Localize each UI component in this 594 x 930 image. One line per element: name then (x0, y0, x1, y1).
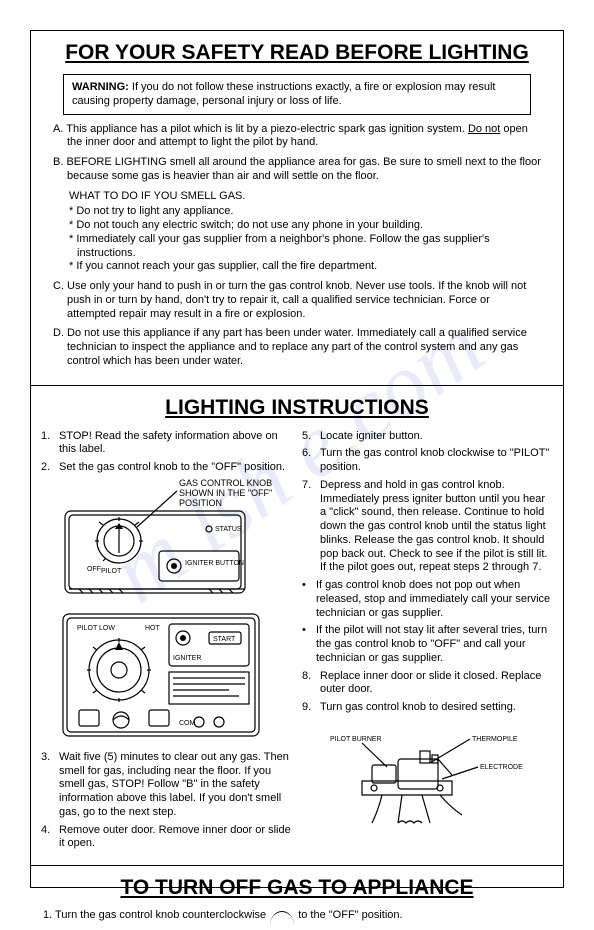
svg-text:COM: COM (179, 720, 196, 727)
off-post: to the "OFF" position. (298, 909, 402, 921)
safety-section: FOR YOUR SAFETY READ BEFORE LIGHTING WAR… (31, 31, 563, 386)
page-border: FOR YOUR SAFETY READ BEFORE LIGHTING WAR… (30, 30, 564, 888)
svg-text:THERMOPILE: THERMOPILE (472, 736, 518, 743)
warning-text: If you do not follow these instructions … (72, 81, 495, 107)
smell-header: WHAT TO DO IF YOU SMELL GAS. (69, 190, 541, 204)
smell-item-3: * Immediately call your gas supplier fro… (69, 233, 541, 261)
warning-box: WARNING: If you do not follow these inst… (63, 74, 531, 115)
step-2: 2.Set the gas control knob to the "OFF" … (41, 461, 292, 475)
item-a-pre: A. This appliance has a pilot which is l… (53, 123, 468, 135)
smell-item-4: * If you cannot reach your gas supplier,… (69, 260, 541, 274)
step-9: 9.Turn gas control knob to desired setti… (302, 701, 553, 715)
bullet-2: •If the pilot will not stay lit after se… (302, 624, 553, 665)
smell-item-1: * Do not try to light any appliance. (69, 205, 541, 219)
off-section: TO TURN OFF GAS TO APPLIANCE 1. Turn the… (31, 866, 563, 930)
item-a: A. This appliance has a pilot which is l… (53, 123, 541, 151)
step-1: 1.STOP! Read the safety information abov… (41, 430, 292, 458)
svg-text:START: START (213, 636, 236, 643)
svg-text:ELECTRODE: ELECTRODE (480, 764, 523, 771)
svg-text:STATUS: STATUS (215, 526, 242, 533)
diagram-pilot-burner: PILOT BURNER THERMOPILE ELECTRODE (302, 729, 552, 829)
svg-text:HOT: HOT (145, 625, 161, 632)
lighting-heading: LIGHTING INSTRUCTIONS (41, 390, 553, 424)
svg-text:PILOT: PILOT (101, 568, 122, 575)
lighting-section: LIGHTING INSTRUCTIONS 1.STOP! Read the s… (31, 386, 563, 867)
smell-item-2: * Do not touch any electric switch; do n… (69, 219, 541, 233)
svg-text:IGNITER BUTTON: IGNITER BUTTON (185, 560, 244, 567)
knob-callout: GAS CONTROL KNOB SHOWN IN THE "OFF" POSI… (179, 479, 309, 509)
item-d: D. Do not use this appliance if any part… (53, 327, 541, 368)
item-a-underline: Do not (468, 123, 500, 135)
diagram-control-panel: PILOT LOW HOT START IGNITER (59, 610, 289, 740)
item-c: C. Use only your hand to push in or turn… (53, 280, 541, 321)
step-6: 6.Turn the gas control knob clockwise to… (302, 447, 553, 475)
bullet-1: •If gas control knob does not pop out wh… (302, 579, 553, 620)
left-column: 1.STOP! Read the safety information abov… (41, 430, 292, 856)
off-instruction: 1. Turn the gas control knob countercloc… (43, 908, 551, 922)
step-4: 4.Remove outer door. Remove inner door o… (41, 824, 292, 852)
off-heading: TO TURN OFF GAS TO APPLIANCE (43, 870, 551, 904)
off-pre: 1. Turn the gas control knob countercloc… (43, 909, 266, 921)
smell-list: WHAT TO DO IF YOU SMELL GAS. * Do not tr… (69, 190, 541, 275)
ccw-arc-icon (270, 911, 294, 925)
right-column: 5.Locate igniter button. 6.Turn the gas … (302, 430, 553, 856)
svg-text:OFF: OFF (87, 566, 101, 573)
step-7: 7.Depress and hold in gas control knob. … (302, 479, 553, 575)
item-b: B. BEFORE LIGHTING smell all around the … (53, 156, 541, 184)
svg-text:LOW: LOW (99, 625, 115, 632)
step-5: 5.Locate igniter button. (302, 430, 553, 444)
safety-heading: FOR YOUR SAFETY READ BEFORE LIGHTING (43, 35, 551, 69)
warning-bold: WARNING: (72, 81, 129, 93)
step-8: 8.Replace inner door or slide it closed.… (302, 670, 553, 698)
svg-text:IGNITER: IGNITER (173, 655, 201, 662)
svg-text:PILOT: PILOT (77, 625, 98, 632)
svg-text:PILOT BURNER: PILOT BURNER (330, 736, 382, 743)
step-3: 3.Wait five (5) minutes to clear out any… (41, 751, 292, 820)
